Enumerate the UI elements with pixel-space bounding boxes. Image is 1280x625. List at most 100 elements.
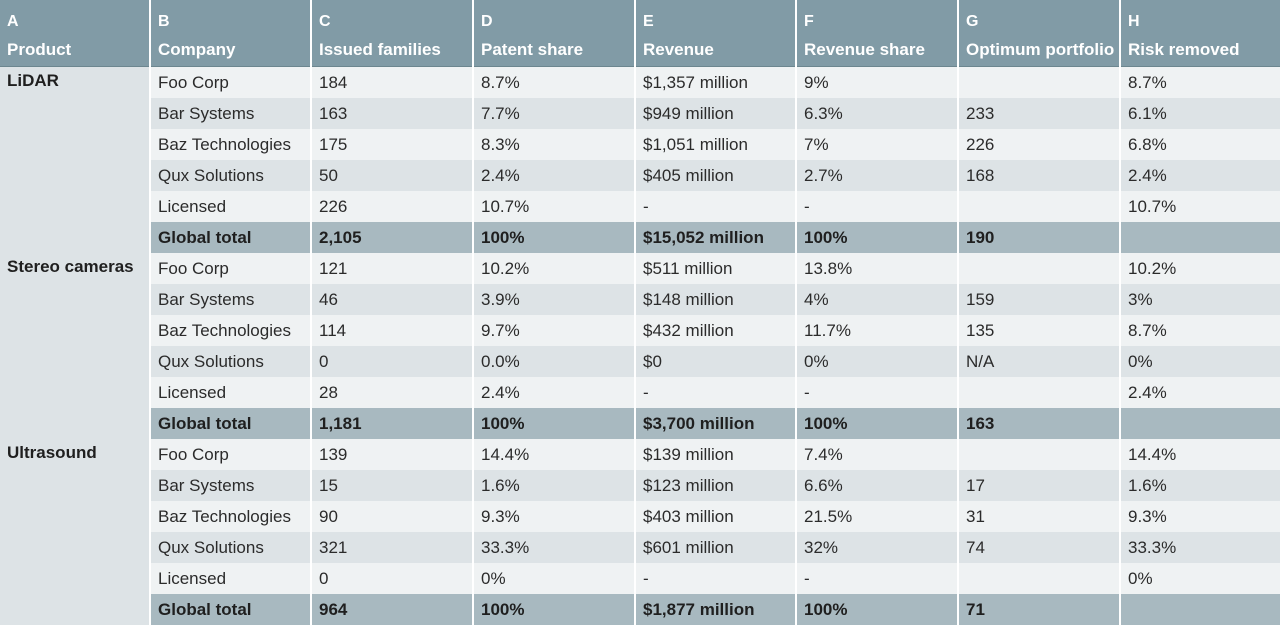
cell-revenue-share[interactable]: - bbox=[796, 377, 959, 408]
cell-issued[interactable]: 28 bbox=[311, 377, 474, 408]
cell-revenue[interactable]: $403 million bbox=[635, 501, 797, 532]
cell-risk[interactable]: 10.7% bbox=[1120, 191, 1280, 222]
total-cell-company[interactable]: Global total bbox=[150, 594, 312, 625]
column-header-6[interactable]: Optimum portfolio bbox=[958, 34, 1121, 67]
total-cell-revenue[interactable]: $15,052 million bbox=[635, 222, 797, 253]
total-cell-revenue[interactable]: $3,700 million bbox=[635, 408, 797, 439]
cell-revenue-share[interactable]: 32% bbox=[796, 532, 959, 563]
cell-revenue-share[interactable]: - bbox=[796, 563, 959, 594]
cell-revenue-share[interactable]: 13.8% bbox=[796, 253, 959, 284]
cell-revenue-share[interactable]: 6.6% bbox=[796, 470, 959, 501]
cell-revenue[interactable]: - bbox=[635, 191, 797, 222]
total-cell-optimum[interactable]: 163 bbox=[958, 408, 1121, 439]
cell-issued[interactable]: 46 bbox=[311, 284, 474, 315]
cell-issued[interactable]: 163 bbox=[311, 98, 474, 129]
column-header-3[interactable]: Patent share bbox=[473, 34, 636, 67]
total-cell-optimum[interactable]: 190 bbox=[958, 222, 1121, 253]
cell-risk[interactable]: 2.4% bbox=[1120, 160, 1280, 191]
total-cell-revenue-share[interactable]: 100% bbox=[796, 222, 959, 253]
cell-revenue-share[interactable]: - bbox=[796, 191, 959, 222]
cell-optimum[interactable] bbox=[958, 563, 1121, 594]
cell-issued[interactable]: 321 bbox=[311, 532, 474, 563]
cell-issued[interactable]: 121 bbox=[311, 253, 474, 284]
column-header-5[interactable]: Revenue share bbox=[796, 34, 959, 67]
total-cell-company[interactable]: Global total bbox=[150, 222, 312, 253]
column-letter-4[interactable]: E bbox=[635, 0, 797, 34]
cell-risk[interactable]: 1.6% bbox=[1120, 470, 1280, 501]
cell-optimum[interactable]: N/A bbox=[958, 346, 1121, 377]
cell-optimum[interactable]: 159 bbox=[958, 284, 1121, 315]
cell-patent-share[interactable]: 9.3% bbox=[473, 501, 636, 532]
cell-patent-share[interactable]: 14.4% bbox=[473, 439, 636, 470]
total-cell-revenue[interactable]: $1,877 million bbox=[635, 594, 797, 625]
cell-company[interactable]: Qux Solutions bbox=[150, 346, 312, 377]
cell-risk[interactable]: 8.7% bbox=[1120, 66, 1280, 98]
total-cell-issued[interactable]: 1,181 bbox=[311, 408, 474, 439]
cell-risk[interactable]: 0% bbox=[1120, 563, 1280, 594]
cell-patent-share[interactable]: 2.4% bbox=[473, 160, 636, 191]
cell-patent-share[interactable]: 10.2% bbox=[473, 253, 636, 284]
cell-issued[interactable]: 15 bbox=[311, 470, 474, 501]
cell-revenue[interactable]: $405 million bbox=[635, 160, 797, 191]
cell-risk[interactable]: 10.2% bbox=[1120, 253, 1280, 284]
total-cell-company[interactable]: Global total bbox=[150, 408, 312, 439]
column-header-7[interactable]: Risk removed bbox=[1120, 34, 1280, 67]
cell-revenue-share[interactable]: 21.5% bbox=[796, 501, 959, 532]
column-letter-7[interactable]: H bbox=[1120, 0, 1280, 34]
cell-patent-share[interactable]: 33.3% bbox=[473, 532, 636, 563]
column-header-0[interactable]: Product bbox=[0, 34, 151, 67]
cell-risk[interactable]: 0% bbox=[1120, 346, 1280, 377]
total-cell-patent-share[interactable]: 100% bbox=[473, 408, 636, 439]
cell-revenue[interactable]: $148 million bbox=[635, 284, 797, 315]
cell-company[interactable]: Qux Solutions bbox=[150, 532, 312, 563]
cell-revenue-share[interactable]: 7% bbox=[796, 129, 959, 160]
cell-issued[interactable]: 90 bbox=[311, 501, 474, 532]
cell-optimum[interactable] bbox=[958, 377, 1121, 408]
total-cell-revenue-share[interactable]: 100% bbox=[796, 594, 959, 625]
cell-revenue[interactable]: $139 million bbox=[635, 439, 797, 470]
cell-risk[interactable]: 2.4% bbox=[1120, 377, 1280, 408]
cell-company[interactable]: Qux Solutions bbox=[150, 160, 312, 191]
cell-patent-share[interactable]: 8.3% bbox=[473, 129, 636, 160]
column-header-4[interactable]: Revenue bbox=[635, 34, 797, 67]
total-cell-risk[interactable] bbox=[1120, 408, 1280, 439]
product-cell[interactable]: Ultrasound bbox=[0, 439, 151, 625]
total-cell-patent-share[interactable]: 100% bbox=[473, 594, 636, 625]
cell-revenue-share[interactable]: 6.3% bbox=[796, 98, 959, 129]
cell-issued[interactable]: 0 bbox=[311, 346, 474, 377]
cell-revenue-share[interactable]: 2.7% bbox=[796, 160, 959, 191]
cell-issued[interactable]: 139 bbox=[311, 439, 474, 470]
column-letter-6[interactable]: G bbox=[958, 0, 1121, 34]
cell-patent-share[interactable]: 1.6% bbox=[473, 470, 636, 501]
cell-issued[interactable]: 184 bbox=[311, 66, 474, 98]
cell-optimum[interactable]: 226 bbox=[958, 129, 1121, 160]
cell-revenue[interactable]: $601 million bbox=[635, 532, 797, 563]
cell-risk[interactable]: 8.7% bbox=[1120, 315, 1280, 346]
cell-optimum[interactable]: 31 bbox=[958, 501, 1121, 532]
cell-optimum[interactable] bbox=[958, 439, 1121, 470]
cell-revenue[interactable]: $1,357 million bbox=[635, 66, 797, 98]
total-cell-issued[interactable]: 2,105 bbox=[311, 222, 474, 253]
column-header-2[interactable]: Issued families bbox=[311, 34, 474, 67]
cell-revenue[interactable]: - bbox=[635, 377, 797, 408]
cell-risk[interactable]: 6.1% bbox=[1120, 98, 1280, 129]
cell-risk[interactable]: 9.3% bbox=[1120, 501, 1280, 532]
cell-company[interactable]: Bar Systems bbox=[150, 284, 312, 315]
cell-revenue-share[interactable]: 9% bbox=[796, 66, 959, 98]
cell-patent-share[interactable]: 7.7% bbox=[473, 98, 636, 129]
product-cell[interactable]: Stereo cameras bbox=[0, 253, 151, 439]
cell-company[interactable]: Licensed bbox=[150, 563, 312, 594]
cell-patent-share[interactable]: 0.0% bbox=[473, 346, 636, 377]
total-cell-risk[interactable] bbox=[1120, 594, 1280, 625]
total-cell-risk[interactable] bbox=[1120, 222, 1280, 253]
cell-company[interactable]: Licensed bbox=[150, 377, 312, 408]
cell-revenue-share[interactable]: 4% bbox=[796, 284, 959, 315]
total-cell-issued[interactable]: 964 bbox=[311, 594, 474, 625]
cell-patent-share[interactable]: 2.4% bbox=[473, 377, 636, 408]
cell-company[interactable]: Foo Corp bbox=[150, 253, 312, 284]
cell-optimum[interactable]: 74 bbox=[958, 532, 1121, 563]
cell-optimum[interactable] bbox=[958, 191, 1121, 222]
cell-company[interactable]: Foo Corp bbox=[150, 439, 312, 470]
cell-optimum[interactable]: 17 bbox=[958, 470, 1121, 501]
cell-risk[interactable]: 3% bbox=[1120, 284, 1280, 315]
